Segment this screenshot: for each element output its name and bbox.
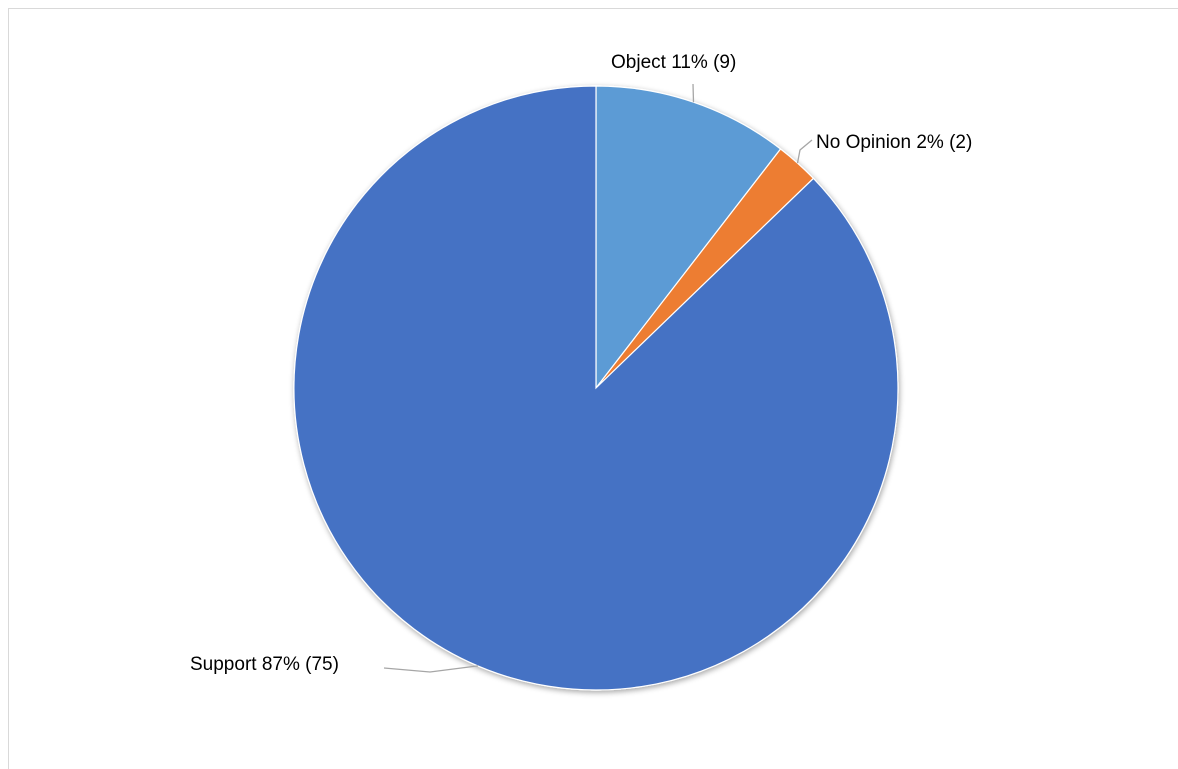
data-label-support: Support 87% (75) [190,654,339,675]
leader-line-no-opinion [796,139,813,164]
data-label-object: Object 11% (9) [611,52,736,73]
leader-lines [383,83,813,673]
pie-slices [293,85,899,691]
data-label-no-opinion: No Opinion 2% (2) [816,132,972,153]
leader-line-support [383,665,478,673]
chart-frame [8,8,1178,769]
leader-line-object [692,83,695,103]
pie-slice-support [293,85,899,691]
